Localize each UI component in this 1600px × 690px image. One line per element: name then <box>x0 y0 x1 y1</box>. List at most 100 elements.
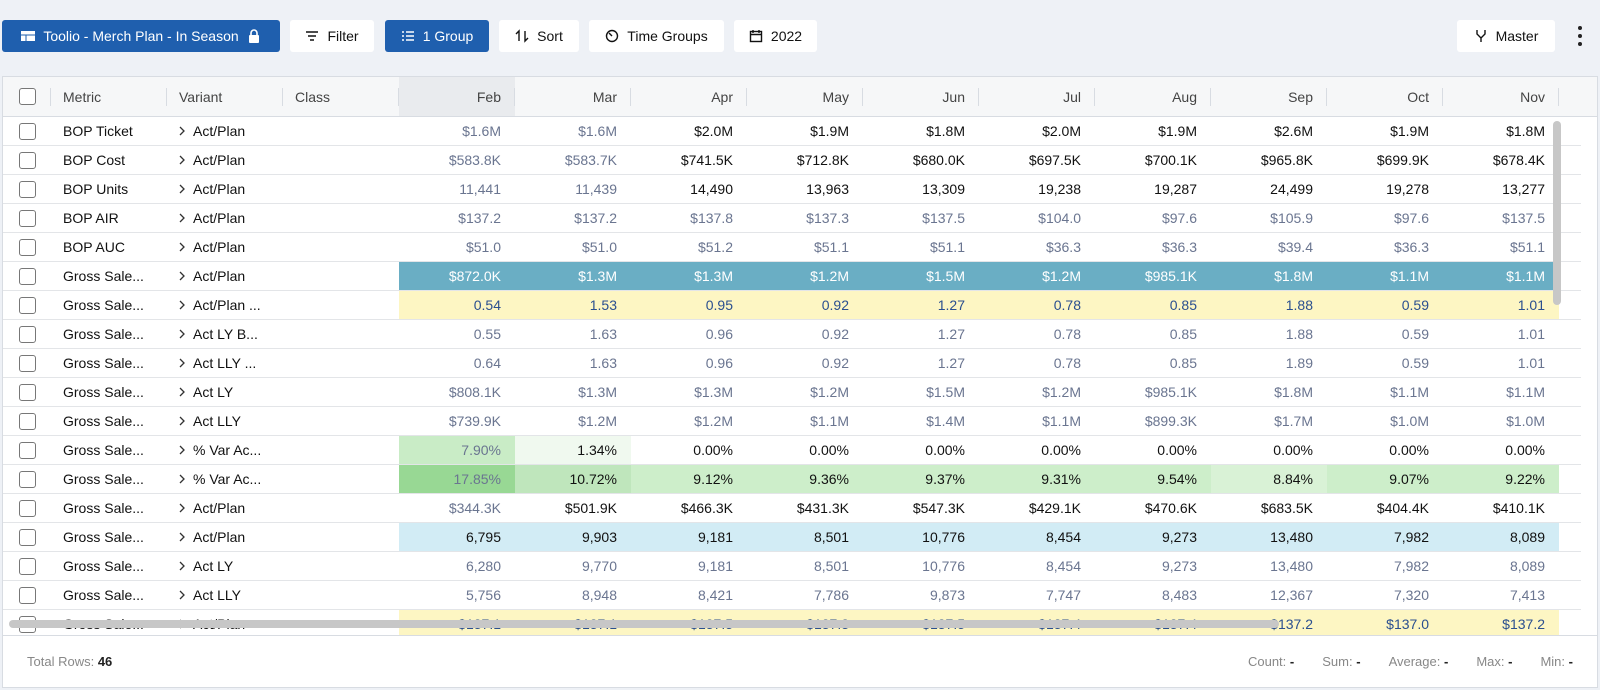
value-cell: $137.2 <box>574 210 617 226</box>
row-checkbox[interactable] <box>18 557 36 575</box>
value-cell: 0.92 <box>821 326 849 342</box>
value-cell: $741.5K <box>680 152 733 168</box>
value-cell: 8,089 <box>1509 558 1545 574</box>
value-cell: 19,278 <box>1386 181 1429 197</box>
sort-button[interactable]: Sort <box>499 20 579 52</box>
row-checkbox[interactable] <box>18 441 36 459</box>
row-select <box>3 552 51 580</box>
row-checkbox[interactable] <box>18 470 36 488</box>
value-cell: 11,441 <box>459 181 501 197</box>
row-select <box>3 436 51 464</box>
value-cell: $137.0 <box>1327 610 1443 635</box>
row-checkbox[interactable] <box>18 296 36 314</box>
value-cell: 12,367 <box>1270 587 1313 603</box>
value-cell: $470.6K <box>1144 500 1197 516</box>
metric-cell: Gross Sale... <box>63 326 144 342</box>
expand-chevron[interactable] <box>177 531 187 543</box>
expand-chevron[interactable] <box>177 154 187 166</box>
expand-chevron[interactable] <box>177 415 187 427</box>
metric-cell: BOP Ticket <box>63 123 133 139</box>
value-cell: $2.0M <box>1042 123 1081 139</box>
class-cell <box>283 378 399 406</box>
value-cell: 1.53 <box>515 291 631 319</box>
group-label: 1 Group <box>422 28 474 44</box>
expand-chevron[interactable] <box>177 328 187 340</box>
branch-button[interactable]: Master <box>1457 20 1555 52</box>
row-select <box>3 378 51 406</box>
expand-chevron[interactable] <box>177 386 187 398</box>
stat: Min: - <box>1526 654 1573 669</box>
value-cell: 13,963 <box>806 181 849 197</box>
expand-chevron[interactable] <box>177 589 187 601</box>
row-checkbox[interactable] <box>18 267 36 285</box>
value-cell: $1.6M <box>578 123 617 139</box>
expand-chevron[interactable] <box>177 270 187 282</box>
grid-row: BOP Ticket Act/Plan $1.6M $1.6M $2.0M $1.9M $1… <box>3 117 1581 146</box>
year-button[interactable]: 2022 <box>734 20 817 52</box>
expand-chevron[interactable] <box>177 183 187 195</box>
value-cell: $1.3M <box>578 384 617 400</box>
expand-chevron[interactable] <box>177 444 187 456</box>
value-cell: 0.00% <box>1041 442 1081 458</box>
expand-chevron[interactable] <box>177 241 187 253</box>
metric-cell: Gross Sale... <box>63 471 144 487</box>
grid-row: Gross Sale... Act LLY ... 0.64 1.63 0.96 0.92… <box>3 349 1581 378</box>
expand-chevron[interactable] <box>177 502 187 514</box>
value-cell: 9.12% <box>631 465 747 493</box>
variant-cell: Act LY <box>167 378 283 406</box>
row-checkbox[interactable] <box>18 354 36 372</box>
plan-button[interactable]: Toolio - Merch Plan - In Season <box>2 20 280 52</box>
row-checkbox[interactable] <box>18 499 36 517</box>
horizontal-scrollbar[interactable] <box>9 620 1279 628</box>
value-cell: 1.88 <box>1285 326 1313 342</box>
value-cell: 0.00% <box>1505 442 1545 458</box>
value-cell: $1.2M <box>747 262 863 290</box>
row-checkbox[interactable] <box>18 151 36 169</box>
row-checkbox[interactable] <box>18 238 36 256</box>
vertical-scrollbar[interactable] <box>1553 121 1561 305</box>
value-cell: 9.22% <box>1443 465 1559 493</box>
value-cell: $431.3K <box>796 500 849 516</box>
row-checkbox[interactable] <box>18 122 36 140</box>
value-cell: 1.88 <box>1211 291 1327 319</box>
value-cell: $51.0 <box>465 239 501 255</box>
grid-row: Gross Sale... Act LY 6,280 9,770 9,181 8,501 1… <box>3 552 1581 581</box>
value-cell: 1.27 <box>937 355 965 371</box>
metric-cell: BOP Units <box>63 181 129 197</box>
expand-chevron[interactable] <box>177 473 187 485</box>
value-cell: $712.8K <box>796 152 849 168</box>
variant-text: Act/Plan <box>193 239 246 255</box>
value-cell: 19,238 <box>1038 181 1081 197</box>
class-cell <box>283 117 399 145</box>
class-cell <box>283 552 399 580</box>
row-checkbox[interactable] <box>18 325 36 343</box>
expand-chevron[interactable] <box>177 560 187 572</box>
row-checkbox[interactable] <box>18 586 36 604</box>
timer-icon <box>606 29 619 43</box>
row-select <box>3 494 51 522</box>
expand-chevron[interactable] <box>177 299 187 311</box>
value-cell: $1.1M <box>1390 384 1429 400</box>
row-checkbox[interactable] <box>18 209 36 227</box>
row-select <box>3 407 51 435</box>
select-all-checkbox[interactable] <box>18 88 36 105</box>
column-header: Jul <box>979 77 1095 116</box>
value-cell: 1.27 <box>937 326 965 342</box>
expand-chevron[interactable] <box>177 212 187 224</box>
value-cell: $1.3M <box>631 262 747 290</box>
metric-cell: Gross Sale... <box>63 355 144 371</box>
row-checkbox[interactable] <box>18 528 36 546</box>
row-checkbox[interactable] <box>18 180 36 198</box>
value-cell: $1.8M <box>926 123 965 139</box>
data-grid: Metric Variant Class Feb Mar Apr May Jun Jul Aug S… <box>2 76 1598 688</box>
value-cell: 10,776 <box>863 523 979 551</box>
group-button[interactable]: 1 Group <box>385 20 489 52</box>
row-checkbox[interactable] <box>18 383 36 401</box>
row-checkbox[interactable] <box>18 412 36 430</box>
time-groups-button[interactable]: Time Groups <box>589 20 724 52</box>
filter-button[interactable]: Filter <box>290 20 374 52</box>
more-menu[interactable] <box>1574 24 1586 48</box>
row-select <box>3 581 51 609</box>
expand-chevron[interactable] <box>177 125 187 137</box>
expand-chevron[interactable] <box>177 357 187 369</box>
